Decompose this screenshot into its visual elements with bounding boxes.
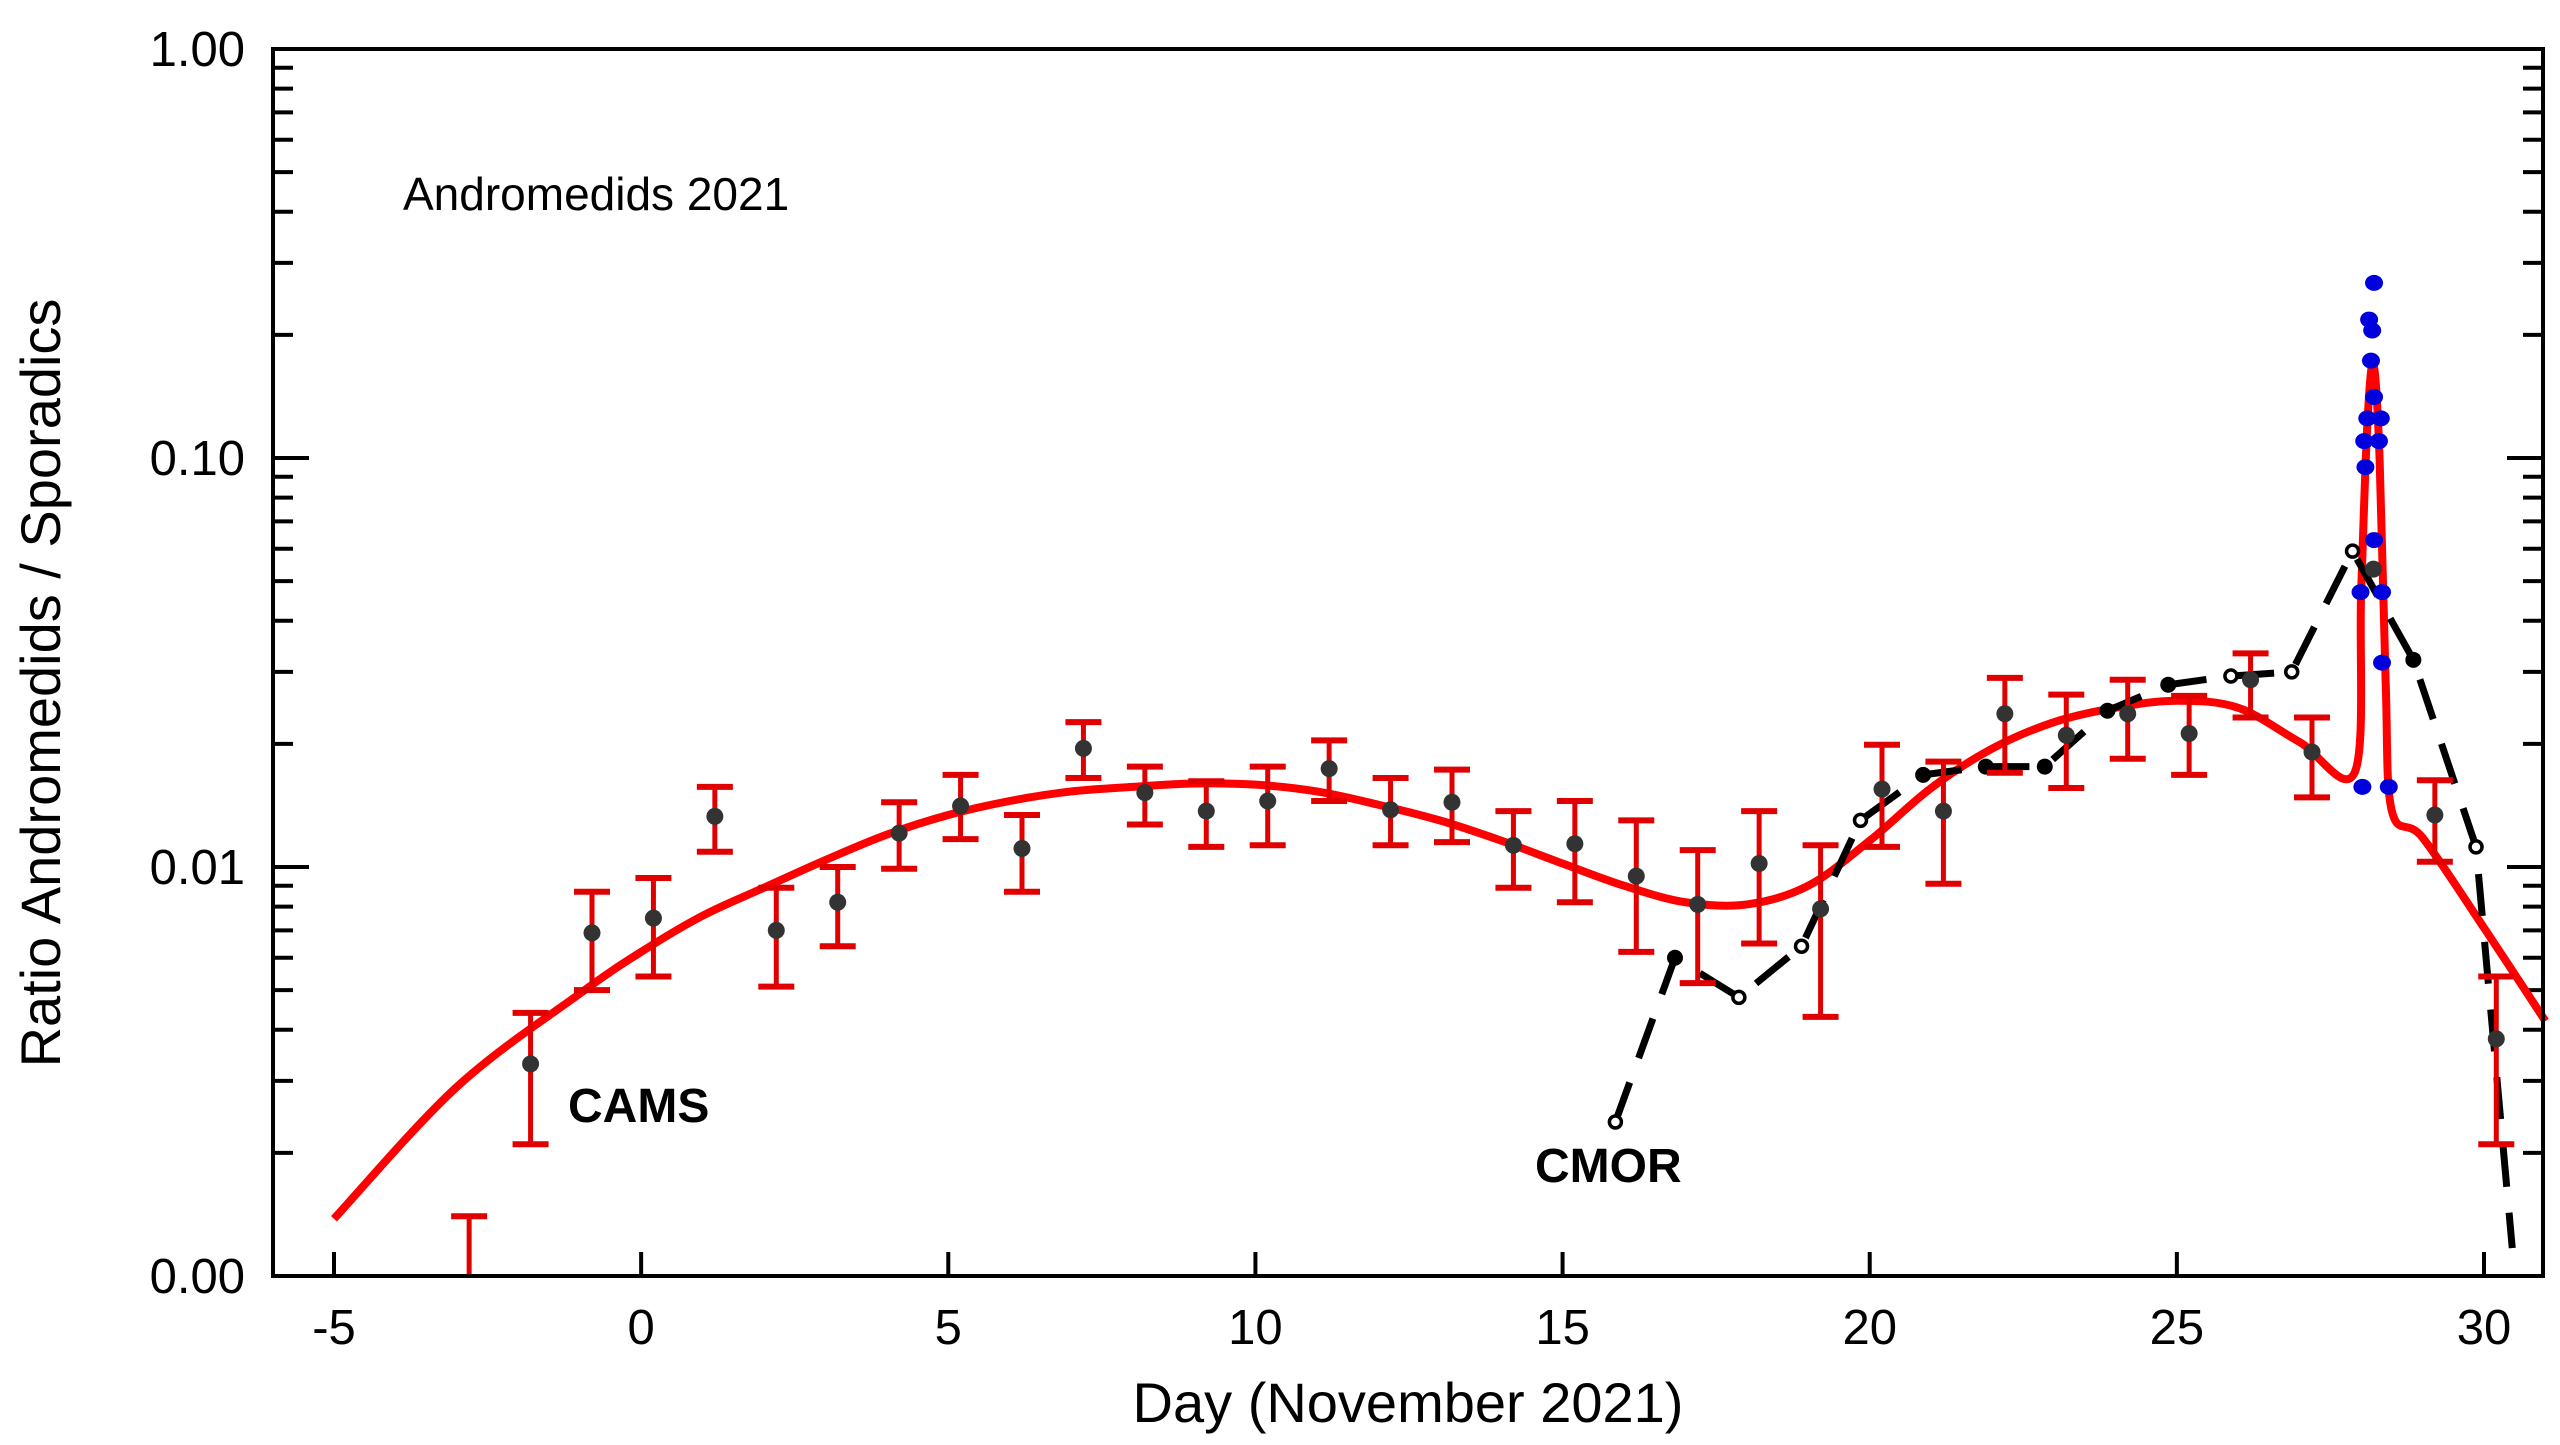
cams-point [1566,835,1584,853]
cmor-open-marker [1852,812,1869,829]
cams-point [1873,780,1891,798]
blue-point [2365,274,2384,291]
blue-point [2373,654,2392,671]
x-tick-label: 30 [2457,1301,2512,1355]
cams-point [2180,725,2198,743]
cams-point [1136,784,1154,802]
cams-point [644,909,662,927]
cams-point [706,807,724,825]
cmor-filled-marker [2099,702,2116,719]
y-tick-label: 0.00 [150,1250,245,1304]
axis-ticks: -5 0 5 10 15 20 25 30 1.00 0.10 0.01 0.00 [150,23,2543,1355]
cams-point [522,1055,540,1073]
cams-point [2242,671,2260,689]
blue-points-layer [2351,274,2398,795]
x-tick-label: 0 [628,1301,655,1355]
cmor-filled-marker [2036,758,2053,775]
cams-point [1689,895,1707,913]
cams-point [1259,792,1277,810]
cmor-filled-marker [2160,676,2177,693]
cmor-filled-marker [2405,651,2422,668]
chart-title: Andromedids 2021 [403,168,789,220]
cmor-filled-marker [1915,766,1932,783]
cams-point [1750,854,1768,872]
cams-point [1504,836,1522,854]
blue-point [2365,388,2384,405]
blue-point [2379,778,2398,795]
cams-point [1812,900,1830,918]
x-tick-label: 5 [935,1301,962,1355]
cmor-open-marker [1731,989,1747,1006]
x-tick-label: 20 [1842,1301,1897,1355]
cams-point [2426,806,2444,824]
cams-point [1443,793,1461,811]
blue-point [2369,433,2388,450]
cams-point [1197,802,1215,820]
cams-point [2364,560,2382,578]
cams-point [2303,743,2321,761]
blue-point [2351,584,2370,601]
x-tick-label: 10 [1228,1301,1283,1355]
plot-frame [271,47,2545,1278]
fit-curve-layer [331,359,2549,1222]
cmor-filled-marker [1666,949,1683,966]
cmor-open-marker [2468,839,2484,855]
x-tick-label: 25 [2150,1301,2205,1355]
cams-point [952,797,970,815]
cmor-open-marker [1793,938,1810,955]
cams-point [890,824,908,842]
cams-point [1627,867,1645,885]
cams-point [1013,839,1031,857]
y-tick-label: 1.00 [150,23,245,77]
cams-point [2119,705,2137,723]
blue-point [2361,352,2380,369]
annotation-cmor: CMOR [1535,1140,1682,1193]
x-axis-label: Day (November 2021) [1133,1371,1684,1434]
cmor-open-marker [2283,664,2300,680]
cams-point [583,924,601,942]
cams-point [1934,802,1952,820]
cams-point [1320,760,1338,778]
cmor-layer [1607,543,2516,1249]
x-tick-label: -5 [312,1301,356,1355]
cmor-open-marker [2344,543,2361,559]
cams-layer [451,560,2515,1276]
y-tick-label: 0.10 [150,432,245,486]
fit-curve [331,359,2549,1222]
blue-point [2365,532,2384,549]
cams-point [2057,726,2075,744]
cmor-dashed-line [1612,543,2516,1249]
x-tick-label: 15 [1535,1301,1590,1355]
y-tick-label: 0.01 [150,841,245,895]
blue-point [2356,459,2375,476]
cmor-open-marker [2223,668,2239,684]
blue-point [2371,410,2390,427]
cams-point [1074,739,1092,757]
annotation-cams: CAMS [568,1080,709,1133]
blue-point [2355,433,2374,450]
cams-point [829,893,847,911]
cams-point [767,921,785,939]
y-axis-label: Ratio Andromedids / Sporadics [9,299,72,1068]
cams-point [1996,705,2014,723]
blue-point [2373,584,2392,601]
cmor-open-marker [1607,1114,1624,1130]
blue-point [2363,322,2382,339]
blue-point [2353,778,2372,795]
cams-point [1382,801,1400,819]
cams-point [2487,1030,2505,1048]
blue-point [2358,410,2377,427]
